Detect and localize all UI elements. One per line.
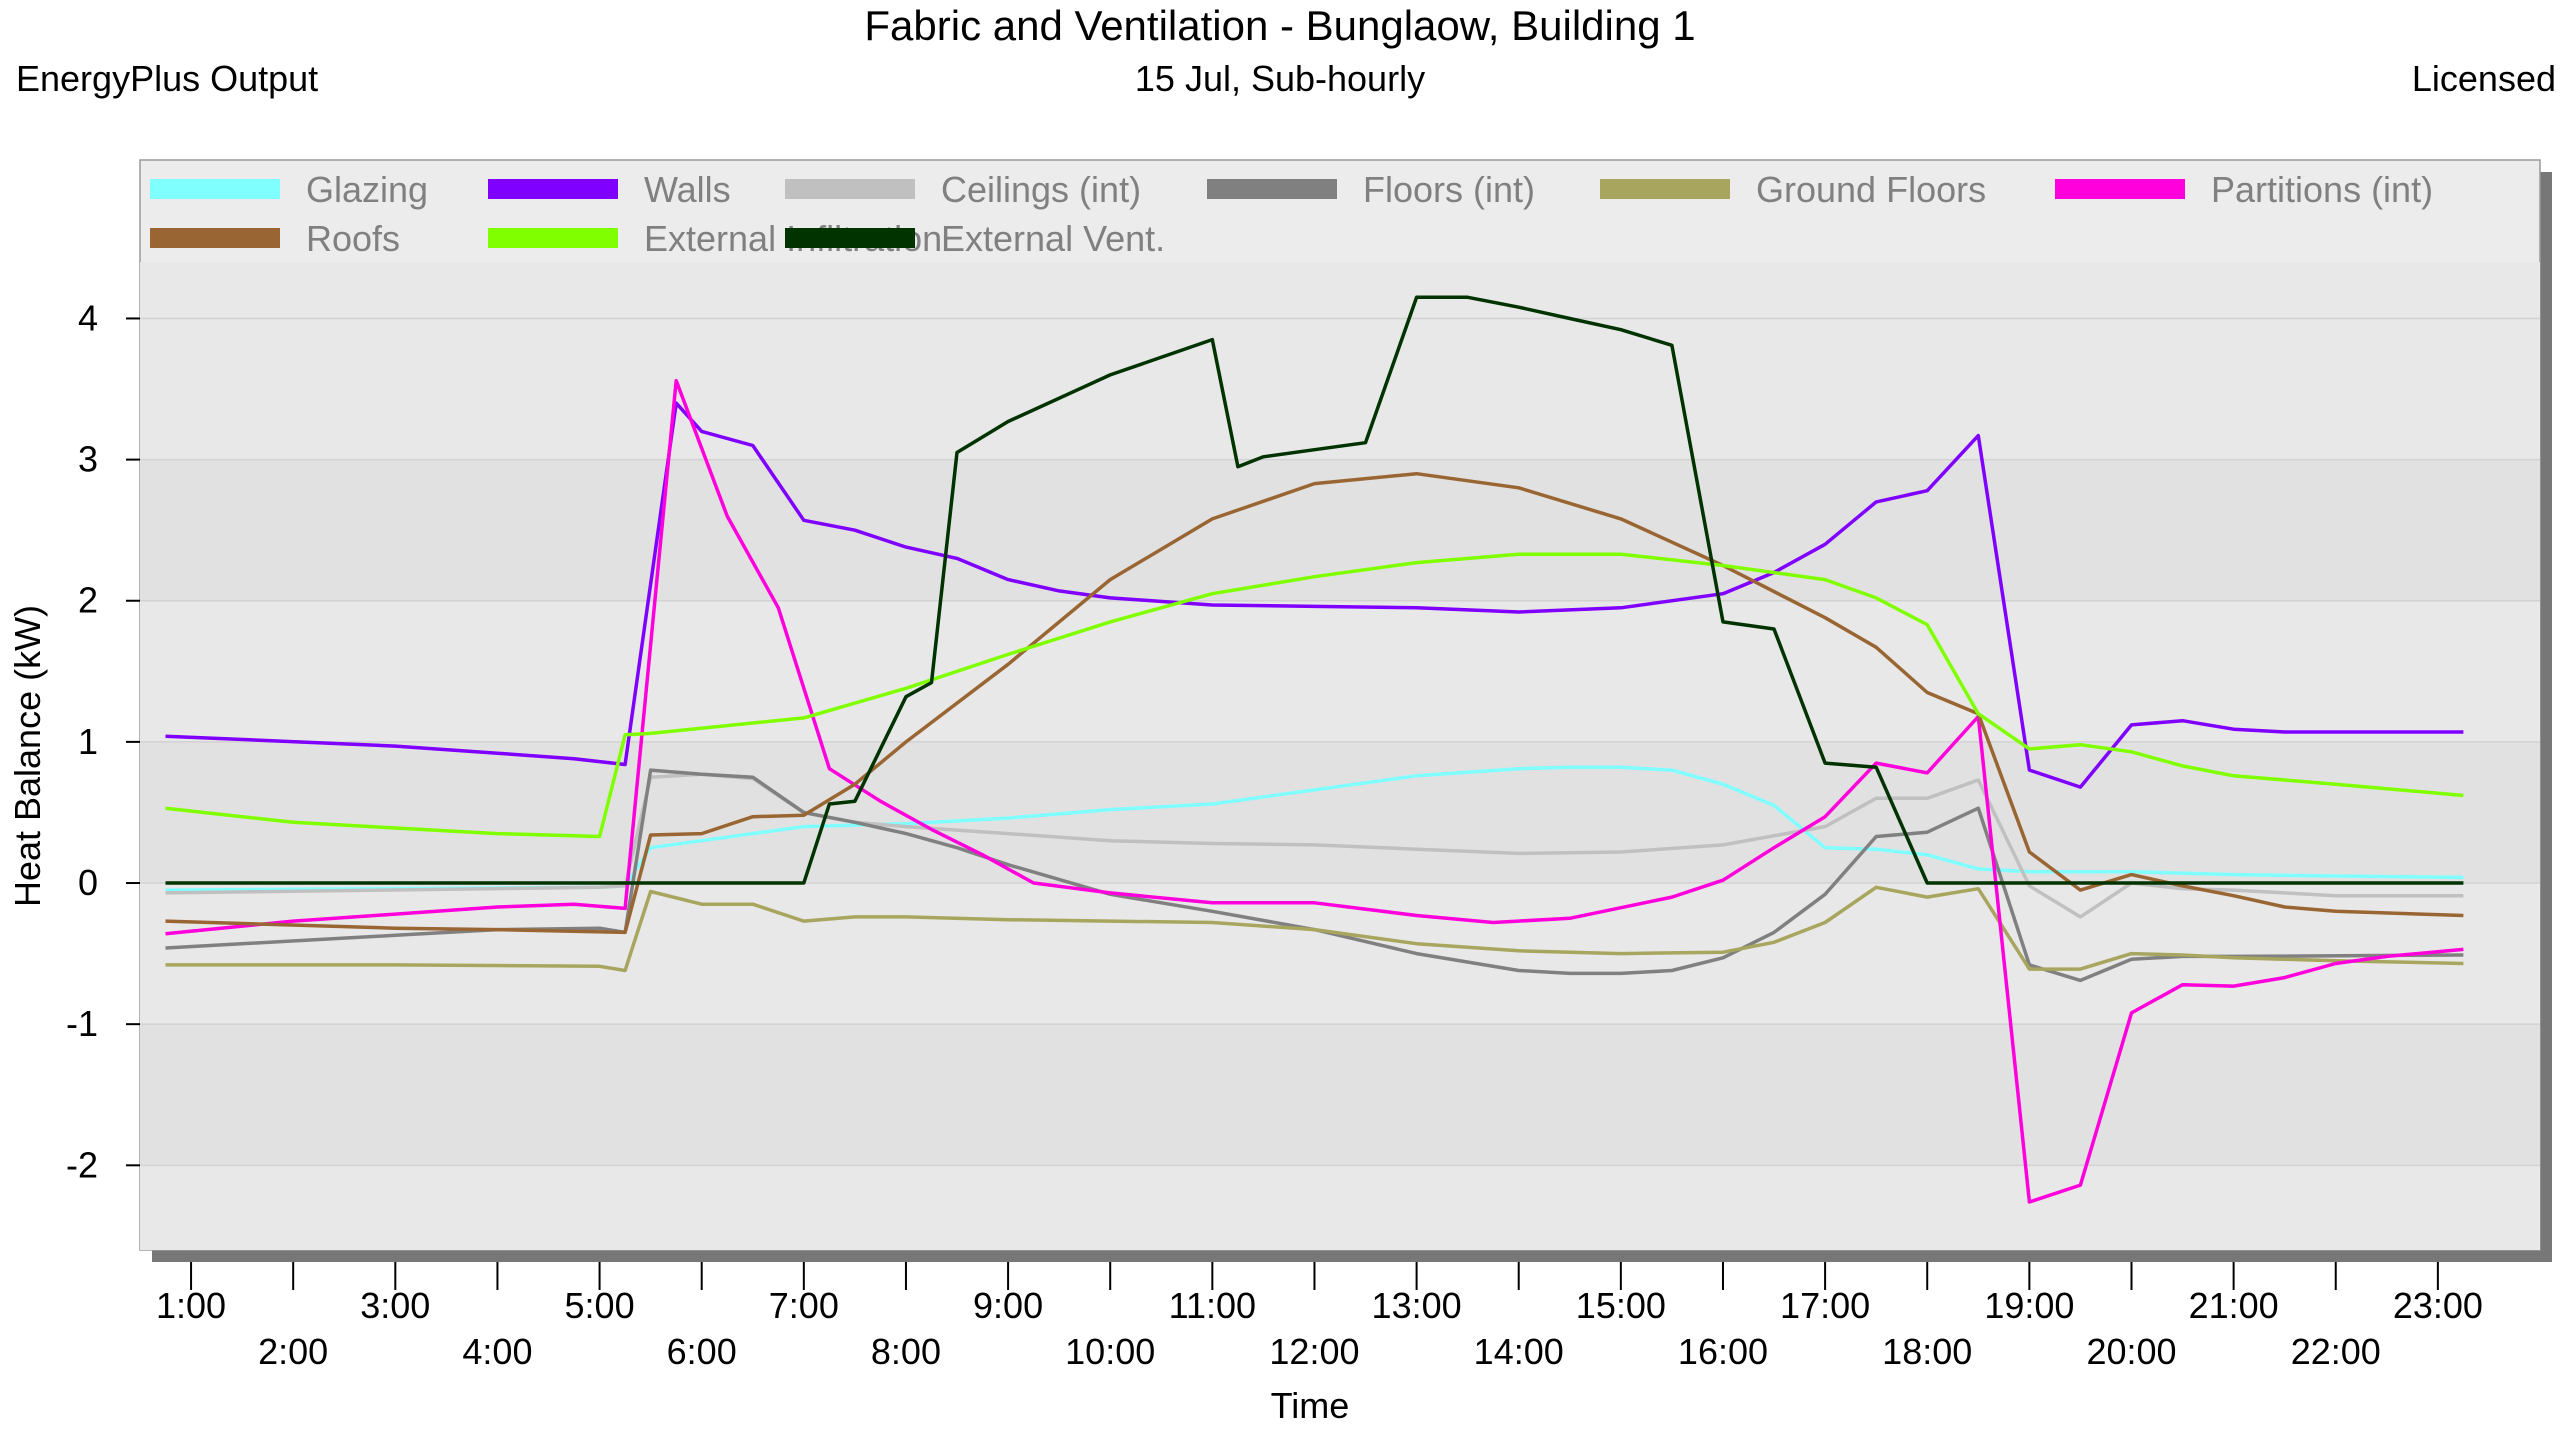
x-tick-label: 5:00 <box>565 1285 635 1326</box>
plot-frame <box>139 159 2552 1262</box>
series-line <box>165 378 2464 1204</box>
source-label: EnergyPlus Output <box>16 58 319 99</box>
series-line <box>165 295 2464 885</box>
grid-band <box>140 1024 2540 1166</box>
x-tick-label: 10:00 <box>1065 1331 1155 1372</box>
legend-swatch <box>2055 179 2185 199</box>
legend-swatch <box>150 179 280 199</box>
x-tick-label: 17:00 <box>1780 1285 1870 1326</box>
y-tick-label: -1 <box>66 1003 98 1044</box>
x-tick-label: 7:00 <box>769 1285 839 1326</box>
legend-label: Partitions (int) <box>2211 169 2433 210</box>
y-tick-label: 2 <box>78 580 98 621</box>
x-tick-label: 9:00 <box>973 1285 1043 1326</box>
series-line <box>165 552 2464 839</box>
grid-band <box>140 741 2540 884</box>
y-tick-label: 1 <box>78 721 98 762</box>
chart-title: Fabric and Ventilation - Bunglaow, Build… <box>864 2 1696 49</box>
x-tick-label: 1:00 <box>156 1285 226 1326</box>
series-line <box>165 885 2464 973</box>
x-tick-label: 3:00 <box>360 1285 430 1326</box>
series-lines <box>165 295 2464 1204</box>
legend-label: Roofs <box>306 218 400 259</box>
y-tick-label: 4 <box>78 297 98 338</box>
legend-label: Ceilings (int) <box>941 169 1141 210</box>
legend-label: Walls <box>644 169 731 210</box>
x-tick-label: 14:00 <box>1474 1331 1564 1372</box>
legend-label: Glazing <box>306 169 428 210</box>
x-tick-label: 16:00 <box>1678 1331 1768 1372</box>
x-tick-label: 13:00 <box>1372 1285 1462 1326</box>
x-tick-label: 19:00 <box>1984 1285 2074 1326</box>
chart-legend: Glazing Walls Ceilings (int) Floors (int) Gr… <box>150 169 2433 259</box>
x-tick-label: 23:00 <box>2393 1285 2483 1326</box>
legend-label: External Vent. <box>941 218 1165 259</box>
legend-label: Floors (int) <box>1363 169 1535 210</box>
x-tick-label: 8:00 <box>871 1331 941 1372</box>
x-tick-label: 12:00 <box>1269 1331 1359 1372</box>
x-tick-label: 6:00 <box>667 1331 737 1372</box>
legend-label: Ground Floors <box>1756 169 1986 210</box>
x-tick-label: 22:00 <box>2291 1331 2381 1372</box>
y-tick-label: -2 <box>66 1144 98 1185</box>
legend-swatch <box>488 228 618 248</box>
legend-swatch <box>488 179 618 199</box>
x-tick-label: 21:00 <box>2189 1285 2279 1326</box>
y-tick-label: 3 <box>78 439 98 480</box>
legend-swatch <box>1600 179 1730 199</box>
x-tick-label: 4:00 <box>462 1331 532 1372</box>
x-tick-label: 11:00 <box>1169 1285 1256 1326</box>
legend-swatch <box>1207 179 1337 199</box>
x-tick-label: 18:00 <box>1882 1331 1972 1372</box>
x-tick-label: 2:00 <box>258 1331 328 1372</box>
y-axis-label: Heat Balance (kW) <box>7 605 48 907</box>
x-tick-label: 15:00 <box>1576 1285 1666 1326</box>
series-line <box>165 765 2464 892</box>
y-tick-label: 0 <box>78 862 98 903</box>
legend-swatch <box>785 179 915 199</box>
legend-swatch <box>150 228 280 248</box>
chart-subtitle: 15 Jul, Sub-hourly <box>1134 58 1426 99</box>
series-line <box>165 768 2464 983</box>
axes: -2 -1 0 1 2 3 4 Heat Balance (kW) 1:00 2:00 3:00 4:… <box>7 297 2483 1426</box>
x-tick-label: 20:00 <box>2086 1331 2176 1372</box>
x-axis-label: Time <box>1271 1385 1350 1426</box>
grid-band <box>140 459 2540 601</box>
legend-swatch <box>785 228 915 248</box>
series-line <box>165 471 2464 935</box>
license-label: Licensed <box>2411 58 2556 99</box>
series-line <box>165 401 2464 789</box>
